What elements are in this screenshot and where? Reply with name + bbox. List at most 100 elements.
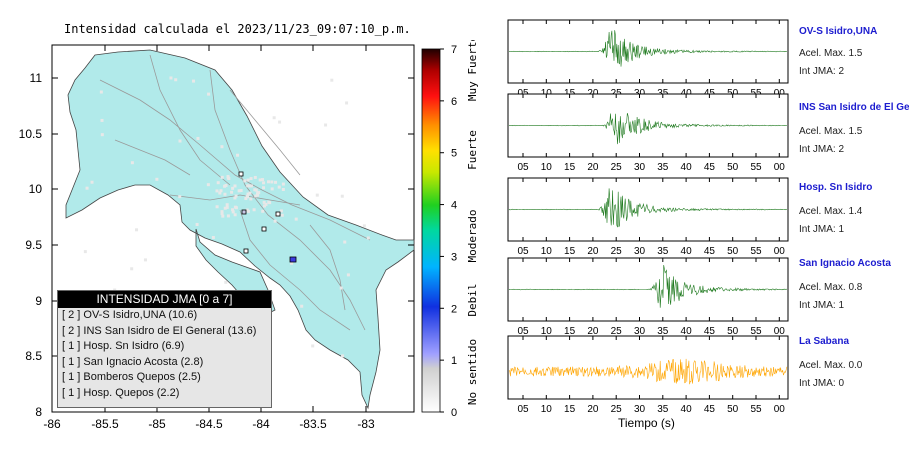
town-dot <box>99 90 103 94</box>
town-dot <box>281 187 285 191</box>
town-dot <box>231 208 235 212</box>
town-dot <box>249 184 253 188</box>
time-tick-label: 55 <box>750 326 762 337</box>
time-tick-label: 30 <box>634 246 646 257</box>
time-tick-label: 15 <box>564 326 576 337</box>
station-accel: Acel. Max. 1.5 <box>799 126 863 137</box>
time-tick-label: 00 <box>774 246 786 257</box>
station-accel: Acel. Max. 0.0 <box>799 360 863 371</box>
time-tick-label: 15 <box>564 162 576 173</box>
lon-tick-label: -84 <box>252 417 270 431</box>
legend-item: [ 1 ] Hosp. Sn Isidro (6.9) <box>62 340 185 353</box>
town-dot <box>90 180 94 184</box>
legend-item: [ 1 ] San Ignacio Acosta (2.8) <box>62 355 204 368</box>
time-tick-label: 45 <box>704 162 716 173</box>
time-tick-label: 15 <box>564 404 576 415</box>
station-int: Int JMA: 0 <box>799 378 845 389</box>
town-dot <box>234 194 238 198</box>
time-tick-label: 35 <box>657 404 669 415</box>
time-tick-label: 55 <box>750 404 762 415</box>
seismogram-panel: 05 10 15 20 25 30 35 40 45 50 55 00 <box>507 257 789 337</box>
town-dot <box>324 123 328 127</box>
town-dot <box>339 286 343 290</box>
colorbar-gradient <box>421 48 441 413</box>
town-dot <box>195 222 199 226</box>
station-int: Int JMA: 1 <box>799 300 845 311</box>
colorbar-tick-label: 2 <box>451 303 457 315</box>
town-dot <box>249 197 253 201</box>
time-tick-label: 40 <box>681 246 693 257</box>
town-dot <box>279 209 283 213</box>
station-int: Int JMA: 2 <box>799 66 845 77</box>
lat-tick-label: 9.5 <box>25 238 42 252</box>
town-dot <box>362 224 366 228</box>
station-marker <box>238 171 244 177</box>
town-dot <box>225 205 229 209</box>
town-dot <box>247 184 251 188</box>
lat-tick-label: 8.5 <box>25 349 42 363</box>
lon-tick-label: -84.5 <box>195 417 223 431</box>
colorbar-tick-label: 5 <box>451 148 457 160</box>
town-dot <box>246 184 250 188</box>
town-dot <box>239 189 243 193</box>
town-dot <box>261 178 265 182</box>
town-dot <box>249 177 253 181</box>
lat-tick-label: 10 <box>29 182 43 196</box>
lat-tick-label: 8 <box>35 405 42 419</box>
town-dot <box>174 78 178 82</box>
town-dot <box>178 195 182 199</box>
town-dot <box>330 78 334 82</box>
station-marker <box>275 211 281 217</box>
town-dot <box>220 175 224 179</box>
waveform-trace <box>508 358 788 385</box>
town-dot <box>215 189 219 193</box>
town-dot <box>233 184 237 188</box>
town-dot <box>218 191 222 195</box>
waveform-trace <box>508 30 788 67</box>
station-marker <box>243 248 249 254</box>
town-dot <box>220 145 224 149</box>
seismogram-panel: 05 10 15 20 25 30 35 40 45 50 55 00 <box>507 93 789 173</box>
seismogram-panel: 05 10 15 20 25 30 35 40 45 50 55 00 <box>507 177 789 257</box>
town-dot <box>261 209 265 213</box>
station-marker <box>241 209 247 215</box>
longitude-axis: -86 -85.5 -85 -84.5 -84 -83.5 -83 <box>43 45 375 431</box>
town-dot <box>155 177 159 181</box>
town-dot <box>346 273 350 277</box>
legend-item: [ 2 ] INS San Isidro de El General (13.6… <box>62 324 257 337</box>
town-dot <box>221 214 225 218</box>
station-int: Int JMA: 1 <box>799 224 845 235</box>
town-dot <box>270 187 274 191</box>
town-dot <box>258 178 262 182</box>
town-dot <box>311 344 315 348</box>
time-tick-label: 25 <box>611 326 623 337</box>
lat-tick-label: 9 <box>35 294 42 308</box>
waveform-trace <box>508 265 788 308</box>
lat-tick-label: 11 <box>30 71 43 85</box>
time-tick-label: 05 <box>517 246 529 257</box>
town-dot <box>277 185 281 189</box>
town-dot <box>100 118 104 122</box>
town-dot <box>226 175 230 179</box>
town-dot <box>215 205 219 209</box>
road-network <box>99 54 371 331</box>
town-dot <box>243 179 247 183</box>
lon-tick-label: -83.5 <box>299 417 327 431</box>
time-tick-label: 45 <box>704 404 716 415</box>
time-tick-label: 45 <box>704 246 716 257</box>
waveform-trace <box>508 113 788 145</box>
station-name: La Sabana <box>799 336 850 347</box>
legend-item: [ 1 ] Hosp. Quepos (2.2) <box>62 386 180 399</box>
town-dot <box>300 304 304 308</box>
town-dot <box>366 236 370 240</box>
colorbar-label: No sentido <box>466 339 479 405</box>
station-accel: Acel. Max. 1.5 <box>799 48 863 59</box>
lon-tick-label: -86 <box>43 417 61 431</box>
time-tick-label: 00 <box>774 162 786 173</box>
town-dot <box>196 136 200 140</box>
town-dot <box>169 76 173 80</box>
town-dot <box>270 180 274 184</box>
town-dot <box>236 153 240 157</box>
station-accel: Acel. Max. 1.4 <box>799 206 863 217</box>
town-dot <box>345 101 349 105</box>
